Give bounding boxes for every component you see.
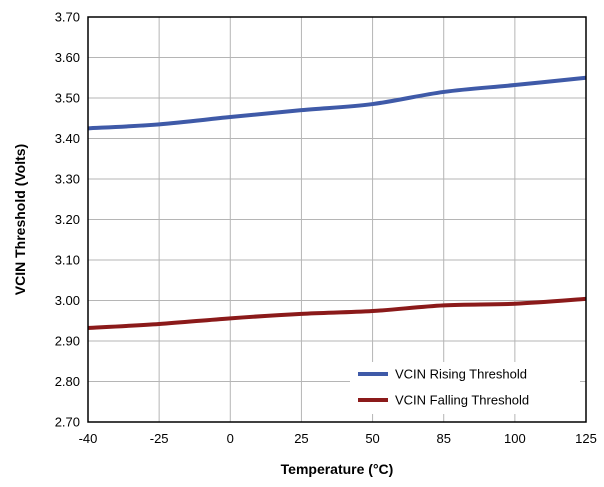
x-tick-label: 85 [436, 431, 450, 446]
x-tick-label: -25 [150, 431, 169, 446]
x-axis-tick-labels: -40 -25 0 25 50 85 100 125 [79, 431, 597, 446]
x-tick-label: 125 [575, 431, 597, 446]
y-tick-label: 3.40 [55, 131, 80, 146]
series-line-1 [88, 299, 586, 328]
y-tick-label: 3.60 [55, 50, 80, 65]
y-tick-label: 3.20 [55, 212, 80, 227]
y-tick-label: 2.90 [55, 334, 80, 349]
y-axis-title: VCIN Threshold (Volts) [12, 144, 28, 295]
series-lines [88, 78, 586, 328]
series-line-0 [88, 78, 586, 129]
legend-label-falling: VCIN Falling Threshold [395, 393, 529, 408]
y-tick-label: 3.30 [55, 172, 80, 187]
x-tick-label: 25 [294, 431, 308, 446]
y-tick-label: 3.10 [55, 253, 80, 268]
x-tick-label: 50 [365, 431, 379, 446]
legend-label-rising: VCIN Rising Threshold [395, 367, 527, 382]
y-tick-label: 3.00 [55, 293, 80, 308]
x-axis-title: Temperature (°C) [281, 461, 394, 477]
grid [88, 17, 586, 422]
x-tick-label: -40 [79, 431, 98, 446]
y-tick-label: 3.70 [55, 10, 80, 25]
y-tick-label: 2.70 [55, 415, 80, 430]
legend: VCIN Rising Threshold VCIN Falling Thres… [350, 362, 580, 414]
y-axis-tick-labels: 2.70 2.80 2.90 3.00 3.10 3.20 3.30 3.40 3.50 3.60… [55, 10, 80, 430]
x-tick-label: 0 [227, 431, 234, 446]
y-tick-label: 2.80 [55, 374, 80, 389]
x-tick-label: 100 [504, 431, 526, 446]
y-tick-label: 3.50 [55, 91, 80, 106]
